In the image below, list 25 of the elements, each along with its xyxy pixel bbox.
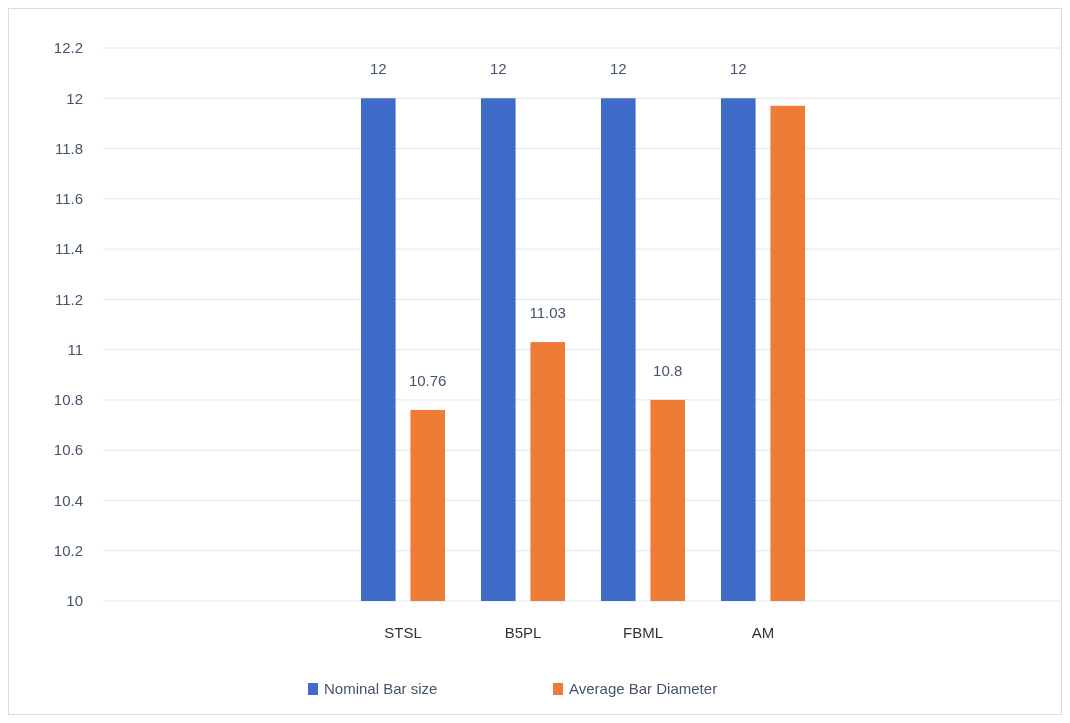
y-tick-label: 11.6 [54,190,83,208]
y-tick-label: 11.8 [54,139,83,157]
data-label: 12 [369,60,387,78]
y-tick-label: 11.4 [54,240,83,258]
y-tick-label: 10.2 [53,541,83,559]
y-tick-label: 12 [66,89,83,107]
y-tick-label: 11.2 [54,290,83,308]
x-tick-label: B5PL [504,624,542,641]
data-label: 11.03 [529,304,566,322]
data-label: 12 [729,60,747,78]
data-label: 10.8 [653,361,683,379]
y-tick-label: 10.8 [53,391,83,409]
y-tick-label: 10.4 [53,491,83,509]
x-tick-label: AM [751,624,775,641]
y-tick-label: 10.6 [53,441,83,459]
legend-label: Average Bar Diameter [569,680,718,697]
legend-label: Nominal Bar size [324,680,438,697]
x-tick-label: FBML [622,624,664,641]
y-tick-label: 12.2 [53,39,83,57]
data-label: 12 [489,60,507,78]
data-label: 12 [609,60,627,78]
x-tick-label: STSL [384,624,422,641]
data-label: 10.76 [408,371,447,389]
y-tick-label: 11 [67,340,83,358]
y-tick-label: 10 [66,592,83,610]
